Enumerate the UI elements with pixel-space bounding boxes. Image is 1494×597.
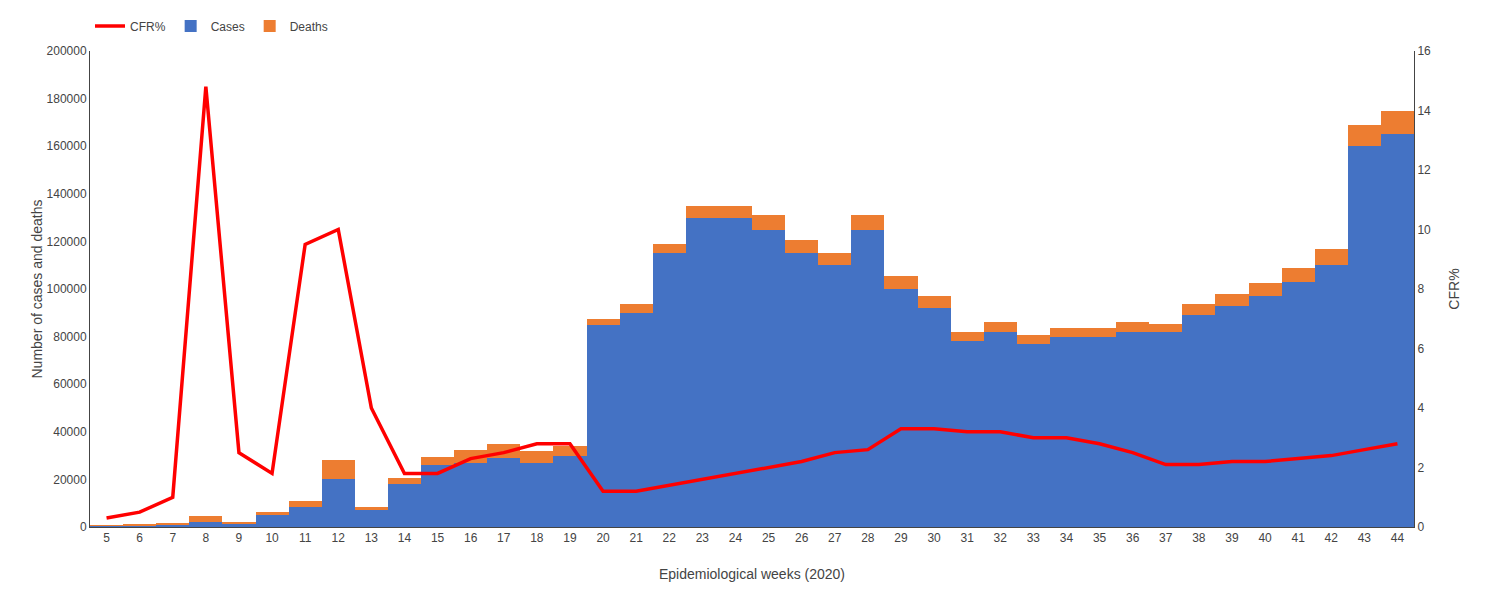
svg-text:21: 21 (629, 531, 643, 545)
svg-text:27: 27 (828, 531, 842, 545)
svg-text:17: 17 (497, 531, 511, 545)
svg-text:33: 33 (1027, 531, 1041, 545)
svg-text:0: 0 (80, 520, 87, 534)
svg-text:26: 26 (795, 531, 809, 545)
svg-text:24: 24 (729, 531, 743, 545)
svg-text:Cases: Cases (211, 20, 245, 34)
svg-text:13: 13 (365, 531, 379, 545)
svg-text:160000: 160000 (47, 139, 87, 153)
svg-text:CFR%: CFR% (130, 20, 166, 34)
svg-text:8: 8 (203, 531, 210, 545)
svg-text:25: 25 (762, 531, 776, 545)
svg-text:0: 0 (1417, 520, 1424, 534)
svg-text:CFR%: CFR% (1446, 268, 1462, 309)
svg-text:140000: 140000 (47, 187, 87, 201)
svg-text:20: 20 (596, 531, 610, 545)
svg-text:39: 39 (1225, 531, 1239, 545)
svg-text:18: 18 (530, 531, 544, 545)
svg-text:Epidemiological weeks (2020): Epidemiological weeks (2020) (659, 566, 845, 582)
svg-text:180000: 180000 (47, 92, 87, 106)
svg-text:30: 30 (927, 531, 941, 545)
svg-text:14: 14 (1417, 104, 1431, 118)
svg-text:7: 7 (169, 531, 176, 545)
svg-text:16: 16 (464, 531, 478, 545)
svg-text:11: 11 (299, 531, 312, 545)
svg-text:40000: 40000 (53, 425, 87, 439)
svg-text:16: 16 (1417, 44, 1431, 58)
svg-text:40: 40 (1258, 531, 1272, 545)
svg-text:37: 37 (1159, 531, 1173, 545)
svg-text:29: 29 (894, 531, 908, 545)
svg-text:12: 12 (1417, 163, 1431, 177)
svg-text:23: 23 (696, 531, 710, 545)
svg-text:2: 2 (1417, 461, 1424, 475)
svg-text:15: 15 (431, 531, 445, 545)
svg-text:19: 19 (563, 531, 577, 545)
svg-text:20000: 20000 (53, 473, 87, 487)
svg-text:28: 28 (861, 531, 875, 545)
svg-text:4: 4 (1417, 401, 1424, 415)
svg-text:5: 5 (103, 531, 110, 545)
svg-text:200000: 200000 (47, 44, 87, 58)
svg-text:42: 42 (1325, 531, 1339, 545)
svg-text:32: 32 (994, 531, 1008, 545)
svg-text:36: 36 (1126, 531, 1140, 545)
svg-text:9: 9 (236, 531, 243, 545)
svg-text:100000: 100000 (47, 282, 87, 296)
svg-text:14: 14 (398, 531, 412, 545)
svg-text:6: 6 (136, 531, 143, 545)
svg-text:43: 43 (1358, 531, 1372, 545)
svg-text:22: 22 (663, 531, 677, 545)
svg-text:60000: 60000 (53, 377, 87, 391)
svg-text:10: 10 (1417, 223, 1431, 237)
svg-text:35: 35 (1093, 531, 1107, 545)
svg-text:Deaths: Deaths (290, 20, 328, 34)
svg-text:10: 10 (265, 531, 279, 545)
svg-text:41: 41 (1291, 531, 1305, 545)
svg-text:80000: 80000 (53, 330, 87, 344)
svg-text:120000: 120000 (47, 235, 87, 249)
svg-text:Number of cases and deaths: Number of cases and deaths (29, 200, 45, 379)
svg-text:44: 44 (1391, 531, 1405, 545)
svg-text:12: 12 (332, 531, 346, 545)
svg-text:38: 38 (1192, 531, 1206, 545)
svg-text:6: 6 (1417, 342, 1424, 356)
svg-text:31: 31 (960, 531, 974, 545)
svg-text:8: 8 (1417, 282, 1424, 296)
svg-text:34: 34 (1060, 531, 1074, 545)
